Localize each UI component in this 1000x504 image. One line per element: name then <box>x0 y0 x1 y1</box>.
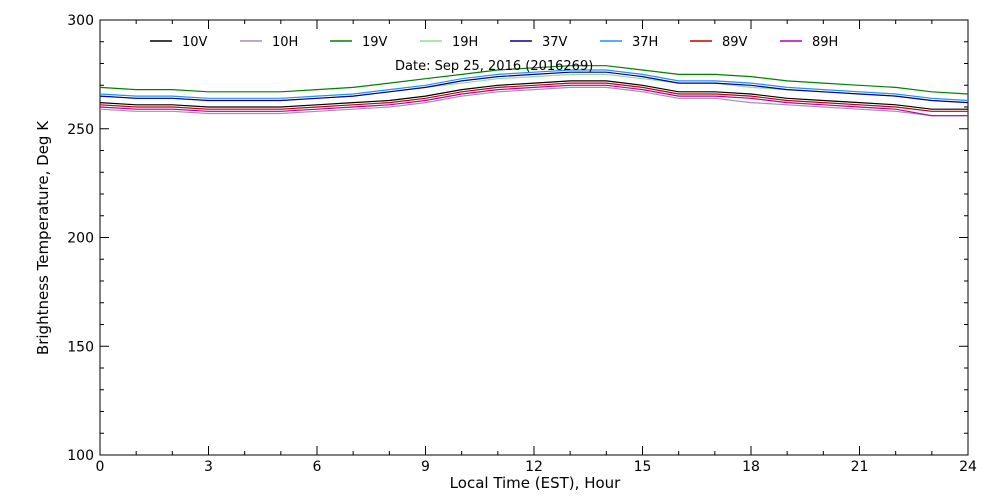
series-line-10h <box>99 86 968 117</box>
legend-label-10h: 10H <box>272 35 298 50</box>
x-tick-label: 0 <box>96 459 105 475</box>
legend-label-89h: 89H <box>812 35 838 50</box>
y-tick-label: 250 <box>67 122 94 138</box>
series-line-19v <box>99 65 969 95</box>
legend-label-19h: 19H <box>452 35 478 50</box>
x-axis: 0 3 6 9 12 15 18 21 24 <box>96 20 977 475</box>
series-line-37h <box>99 69 969 102</box>
legend-label-19v: 19V <box>362 35 388 50</box>
x-tick-label: 15 <box>634 459 652 475</box>
series-line-89h <box>99 84 968 117</box>
x-tick-label: 3 <box>204 459 213 475</box>
y-axis-label: Brightness Temperature, Deg K <box>34 120 52 355</box>
legend-label-10v: 10V <box>182 35 208 50</box>
y-tick-label: 200 <box>67 231 94 247</box>
y-axis: 100 150 200 250 300 <box>67 13 968 464</box>
y-tick-label: 100 <box>67 448 94 464</box>
y-tick-label: 150 <box>67 339 94 355</box>
series-lines <box>99 65 969 117</box>
y-tick-label: 300 <box>67 13 94 29</box>
series-line-37v <box>99 71 969 104</box>
x-tick-label: 21 <box>851 459 869 475</box>
date-annotation: Date: Sep 25, 2016 (2016269) <box>395 59 593 74</box>
x-tick-label: 18 <box>742 459 760 475</box>
legend-label-37h: 37H <box>632 35 658 50</box>
x-tick-label: 24 <box>959 459 977 475</box>
x-tick-label: 9 <box>421 459 430 475</box>
series-line-10v <box>99 80 968 110</box>
legend-label-89v: 89V <box>722 35 748 50</box>
legend-label-37v: 37V <box>542 35 568 50</box>
x-axis-label: Local Time (EST), Hour <box>450 474 621 492</box>
series-line-89v <box>99 82 968 112</box>
x-tick-label: 6 <box>313 459 322 475</box>
x-tick-label: 12 <box>525 459 543 475</box>
legend: 10V 10H 19V 19H 37V 37H 89V 89H <box>150 35 838 50</box>
